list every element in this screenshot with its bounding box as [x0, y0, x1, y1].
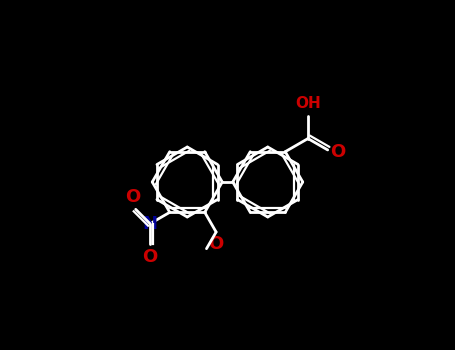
- Text: O: O: [330, 143, 346, 161]
- Text: OH: OH: [295, 96, 321, 111]
- Text: O: O: [125, 188, 141, 206]
- Text: N: N: [142, 215, 157, 233]
- Text: O: O: [142, 248, 158, 266]
- Text: O: O: [208, 235, 224, 253]
